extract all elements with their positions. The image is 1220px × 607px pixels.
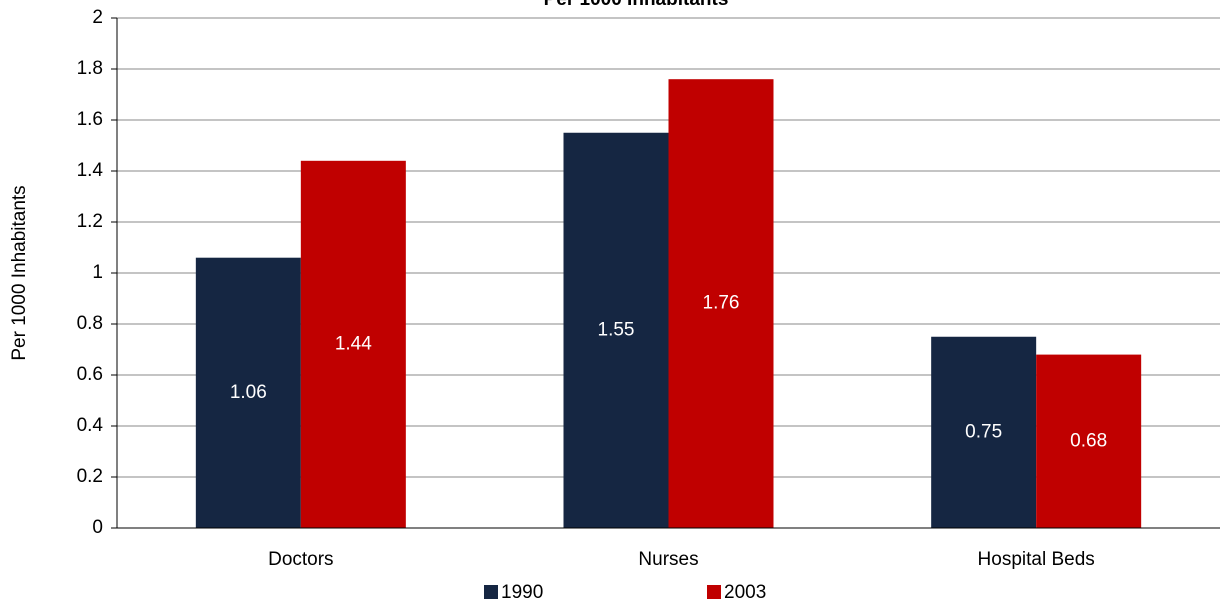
bar	[195, 257, 301, 528]
bar	[300, 160, 406, 529]
y-tick-label: 0.8	[77, 313, 103, 334]
chart-title: Per 1000 Inhabitants	[544, 0, 729, 10]
y-tick-label: 1.2	[77, 211, 103, 232]
bar	[1036, 354, 1142, 528]
y-tick-label: 1.6	[77, 109, 103, 130]
legend-label: 2003	[724, 582, 766, 603]
y-tick-label: 1.4	[77, 160, 104, 181]
x-tick-label: Nurses	[638, 549, 698, 570]
y-tick-label: 0.6	[77, 364, 103, 385]
y-tick-label: 0	[92, 517, 103, 538]
bar	[931, 336, 1037, 528]
legend-label: 1990	[501, 582, 543, 603]
value-label: 1.44	[335, 333, 372, 354]
value-label: 1.06	[230, 382, 267, 403]
bar	[668, 79, 774, 528]
value-label: 0.68	[1070, 430, 1107, 451]
y-tick-label: 0.2	[77, 466, 103, 487]
y-tick-label: 0.4	[77, 415, 104, 436]
x-tick-label: Hospital Beds	[978, 549, 1095, 570]
legend-swatch	[707, 585, 721, 599]
y-tick-label: 1.8	[77, 58, 103, 79]
value-label: 1.55	[598, 319, 635, 340]
y-tick-label: 2	[92, 7, 103, 28]
y-tick-label: 1	[92, 262, 103, 283]
value-label: 1.76	[703, 293, 740, 314]
y-axis-label: Per 1000 Inhabitants	[9, 185, 30, 360]
legend-swatch	[484, 585, 498, 599]
bar	[563, 132, 669, 528]
x-tick-label: Doctors	[268, 549, 333, 570]
value-label: 0.75	[965, 421, 1002, 442]
